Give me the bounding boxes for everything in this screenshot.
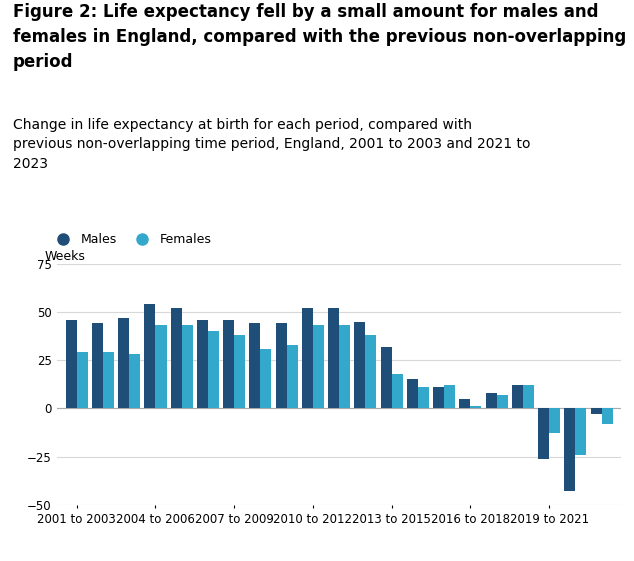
Bar [77, 352, 87, 408]
Bar [118, 318, 129, 408]
Bar [287, 344, 298, 408]
Bar [145, 304, 155, 408]
Bar [208, 331, 219, 408]
Bar [444, 385, 455, 408]
Bar [302, 308, 313, 408]
Bar [66, 320, 77, 408]
Bar [92, 324, 103, 408]
Bar [339, 325, 350, 408]
Bar [365, 335, 377, 408]
Bar [155, 325, 167, 408]
Bar [538, 408, 549, 458]
Bar [602, 408, 612, 424]
Bar [313, 325, 324, 408]
Bar [380, 347, 392, 408]
Bar [197, 320, 208, 408]
Bar [512, 385, 523, 408]
Bar [470, 407, 481, 408]
Bar [591, 408, 602, 414]
Bar [523, 385, 534, 408]
Bar [486, 393, 496, 408]
Bar [418, 387, 429, 408]
Text: Weeks: Weeks [44, 250, 85, 263]
Text: Figure 2: Life expectancy fell by a small amount for males and
females in Englan: Figure 2: Life expectancy fell by a smal… [13, 3, 626, 71]
Bar [354, 321, 365, 408]
Legend: Males, Females: Males, Females [51, 233, 211, 246]
Bar [171, 308, 182, 408]
Bar [103, 352, 114, 408]
Bar [276, 324, 287, 408]
Bar [182, 325, 193, 408]
Bar [392, 374, 403, 408]
Bar [261, 348, 271, 408]
Bar [496, 395, 508, 408]
Bar [234, 335, 245, 408]
Bar [549, 408, 560, 434]
Bar [407, 379, 418, 408]
Bar [328, 308, 339, 408]
Bar [433, 387, 444, 408]
Text: Change in life expectancy at birth for each period, compared with
previous non-o: Change in life expectancy at birth for e… [13, 118, 530, 171]
Bar [564, 408, 576, 491]
Bar [249, 324, 261, 408]
Bar [223, 320, 234, 408]
Bar [129, 355, 140, 408]
Bar [576, 408, 586, 455]
Bar [460, 399, 470, 408]
